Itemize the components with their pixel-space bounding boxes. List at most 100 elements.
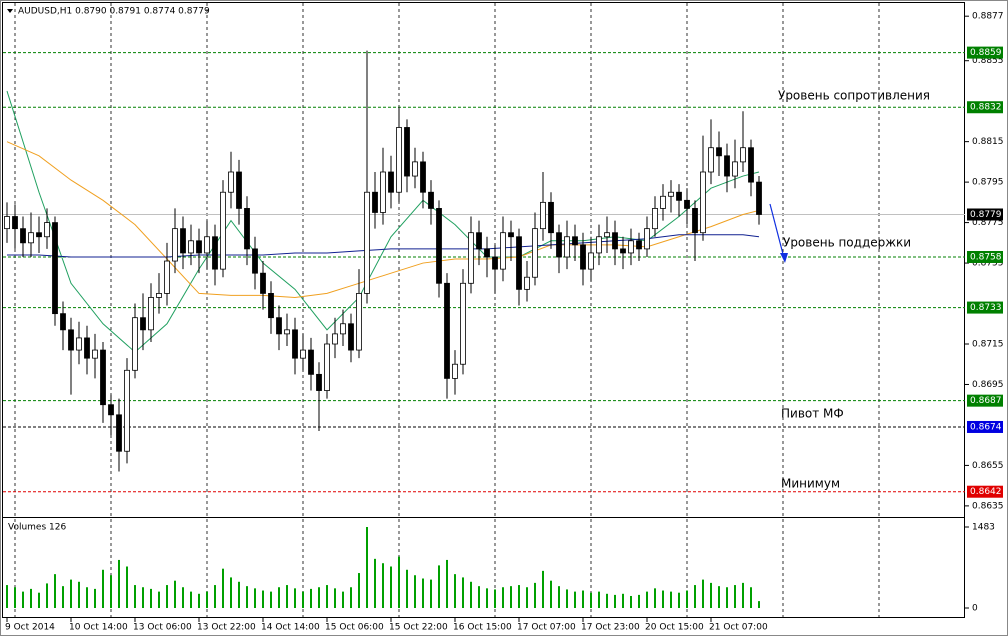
level-label-box xyxy=(967,250,1003,263)
y-tick-label: 0.8695 xyxy=(972,380,1004,390)
candle-body xyxy=(308,349,314,375)
y-tick-label: 0.8795 xyxy=(972,178,1004,188)
candle-body xyxy=(116,414,122,452)
candle-body xyxy=(252,248,258,274)
candle-body xyxy=(676,191,682,201)
x-tick-label: 16 Oct 15:00 xyxy=(453,623,512,633)
candle-body xyxy=(20,228,26,244)
candle-body xyxy=(196,240,202,254)
candle-body xyxy=(460,282,466,365)
annotation: Уровень сопротивления xyxy=(778,89,930,103)
candle-body xyxy=(404,127,410,177)
candle-body xyxy=(60,313,66,331)
y-tick-label: 0.8635 xyxy=(972,501,1004,511)
annotation: Минимум xyxy=(781,477,840,491)
y-tick-label: 0.8655 xyxy=(972,461,1004,471)
candle-body xyxy=(412,161,418,177)
volume-label: Volumes 126 xyxy=(8,523,66,533)
candle-body xyxy=(156,293,162,298)
x-tick-label: 14 Oct 14:00 xyxy=(261,623,320,633)
candle-body xyxy=(628,240,634,254)
candle-body xyxy=(652,208,658,230)
level-label-box xyxy=(967,420,1003,433)
candle-body xyxy=(580,244,586,270)
level-label: 0.8674 xyxy=(970,422,1002,432)
candle-body xyxy=(108,404,114,416)
candle-body xyxy=(468,232,474,284)
candle-body xyxy=(532,228,538,278)
candle-body xyxy=(692,208,698,234)
candle-body xyxy=(548,201,554,234)
y-tick-label: 0.8755 xyxy=(972,259,1004,269)
level-label-box xyxy=(967,101,1003,114)
candle-body xyxy=(68,329,74,351)
candle-body xyxy=(684,199,690,209)
y-tick-label: 0.8775 xyxy=(972,218,1004,228)
candle-body xyxy=(220,191,226,270)
candle-body xyxy=(228,171,234,193)
candle-body xyxy=(28,232,34,244)
volume-tick-label: 0 xyxy=(972,604,978,614)
candle-body xyxy=(420,161,426,193)
candle-body xyxy=(324,343,330,391)
candle-body xyxy=(740,147,746,163)
candle-body xyxy=(428,191,434,209)
candle-body xyxy=(260,272,266,294)
candle-body xyxy=(364,191,370,294)
x-tick-label: 9 Oct 2014 xyxy=(5,623,55,633)
arrow-head xyxy=(780,253,788,263)
candle-body xyxy=(612,232,618,250)
level-label: 0.8733 xyxy=(970,303,1002,313)
candle-body xyxy=(276,317,282,335)
candle-body xyxy=(444,282,450,379)
candle-body xyxy=(500,232,506,270)
candle-body xyxy=(12,216,18,230)
level-label-box xyxy=(967,485,1003,498)
annotation: Уровень поддержки xyxy=(783,236,911,250)
candle-body xyxy=(636,240,642,250)
candle-body xyxy=(76,337,82,351)
candle-body xyxy=(332,333,338,345)
x-tick-label: 10 Oct 14:00 xyxy=(69,623,128,633)
candle-body xyxy=(316,373,322,391)
arrow-shaft xyxy=(769,203,785,259)
candle-body xyxy=(356,293,362,351)
candle-body xyxy=(340,323,346,335)
candle-body xyxy=(348,323,354,351)
candle-body xyxy=(756,181,762,215)
x-tick-label: 17 Oct 23:00 xyxy=(581,623,640,633)
candle-body xyxy=(484,248,490,258)
annotation: Пивот МФ xyxy=(781,407,844,421)
candle-body xyxy=(36,232,42,238)
level-label: 0.8859 xyxy=(970,48,1002,58)
plot-layer: 0.88770.88550.88150.87950.87750.87550.87… xyxy=(3,3,1004,633)
candle-body xyxy=(588,252,594,270)
candle-body xyxy=(148,297,154,331)
volume-tick-label: 1483 xyxy=(972,523,995,533)
candle-body xyxy=(204,236,210,254)
candle-body xyxy=(452,363,458,379)
x-tick-label: 15 Oct 22:00 xyxy=(389,623,448,633)
candle-body xyxy=(492,256,498,270)
candle-body xyxy=(164,260,170,294)
y-tick-label: 0.8715 xyxy=(972,340,1004,350)
candle-body xyxy=(92,349,98,359)
candle-body xyxy=(172,228,178,262)
candle-body xyxy=(124,369,130,452)
candle-body xyxy=(708,147,714,173)
level-label: 0.8642 xyxy=(970,487,1002,497)
candle-body xyxy=(212,236,218,270)
candle-body xyxy=(292,329,298,359)
candle-body xyxy=(516,236,522,290)
menu-triangle[interactable] xyxy=(7,9,13,13)
x-tick-label: 13 Oct 22:00 xyxy=(197,623,256,633)
y-tick-label: 0.8855 xyxy=(972,56,1004,66)
x-tick-label: 17 Oct 07:00 xyxy=(517,623,576,633)
candle-body xyxy=(620,248,626,254)
candle-body xyxy=(132,317,138,371)
y-tick-label: 0.8877 xyxy=(972,12,1004,22)
x-tick-label: 21 Oct 07:00 xyxy=(709,623,768,633)
candle-body xyxy=(236,171,242,209)
candle-body xyxy=(284,329,290,335)
